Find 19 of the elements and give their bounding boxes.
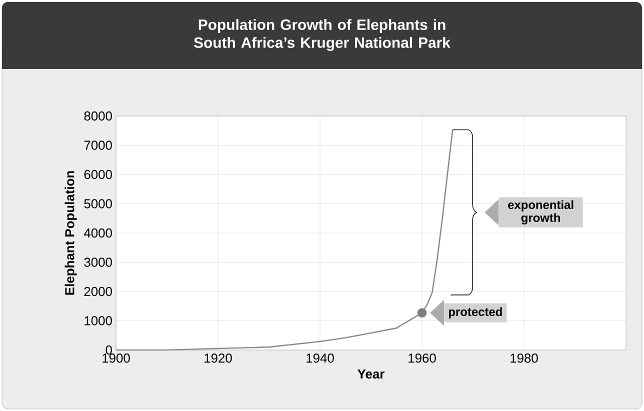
x-tick-label: 1960 — [408, 354, 436, 363]
y-tick-label: 4000 — [84, 228, 112, 238]
y-tick-label: 3000 — [84, 258, 112, 267]
y-tick-label: 0 — [106, 345, 112, 355]
x-tick-label: 1940 — [306, 354, 334, 363]
x-axis-title: Year — [358, 370, 384, 379]
x-tick-label: 1920 — [204, 354, 232, 363]
y-tick-label: 8000 — [84, 111, 112, 121]
y-tick-label: 1000 — [84, 316, 112, 326]
annotation: exponential growth — [508, 200, 574, 224]
y-tick-label: 5000 — [84, 199, 112, 208]
annotation: protected — [448, 307, 502, 318]
x-tick-label: 1900 — [102, 354, 130, 363]
x-tick-label: 1980 — [510, 354, 538, 363]
chart-title: Population Growth of Elephants in South Africa’s Kruger National Park — [194, 19, 450, 51]
y-axis-title: Elephant Population — [64, 171, 77, 295]
y-tick-label: 2000 — [84, 286, 112, 296]
y-tick-label: 7000 — [84, 140, 112, 150]
y-tick-label: 6000 — [84, 170, 112, 180]
